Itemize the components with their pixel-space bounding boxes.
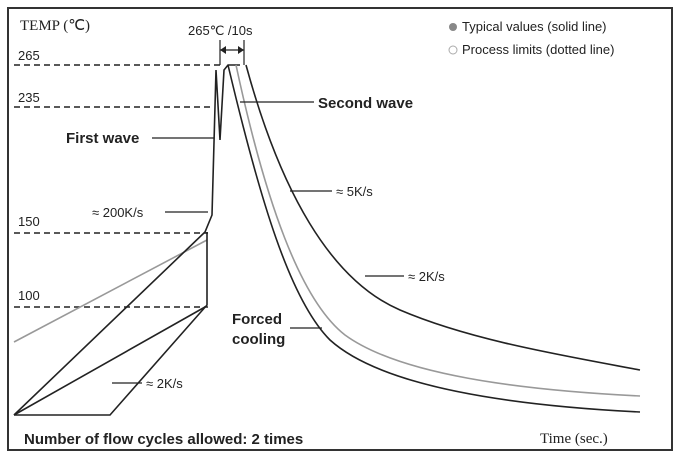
legend-entry: Typical values (solid line) [462, 19, 607, 34]
annotation: First wave [66, 130, 139, 147]
legend-swatch [449, 23, 457, 31]
annotation: ≈ 5K/s [336, 184, 373, 199]
annotation: Forced [232, 311, 282, 328]
annotation: Second wave [318, 95, 413, 112]
cycles-note: Number of flow cycles allowed: 2 times [24, 431, 303, 448]
legend-swatch [448, 45, 458, 55]
x-axis-label: Time (sec.) [540, 431, 608, 447]
peak-arrow [219, 40, 245, 65]
annotation: ≈ 200K/s [92, 205, 144, 220]
frame [7, 7, 673, 451]
level-label: 100 [18, 288, 40, 303]
level-label: 265 [18, 48, 40, 63]
annotation: cooling [232, 331, 285, 348]
legend-entry: Process limits (dotted line) [462, 42, 614, 57]
annotation: ≈ 2K/s [408, 269, 445, 284]
peak-label: 265℃ /10s [188, 23, 253, 38]
level-label: 150 [18, 214, 40, 229]
profile-curves [13, 64, 641, 416]
y-axis-label: TEMP (℃) [20, 18, 90, 34]
level-label: 235 [18, 90, 40, 105]
annotation: ≈ 2K/s [146, 376, 183, 391]
